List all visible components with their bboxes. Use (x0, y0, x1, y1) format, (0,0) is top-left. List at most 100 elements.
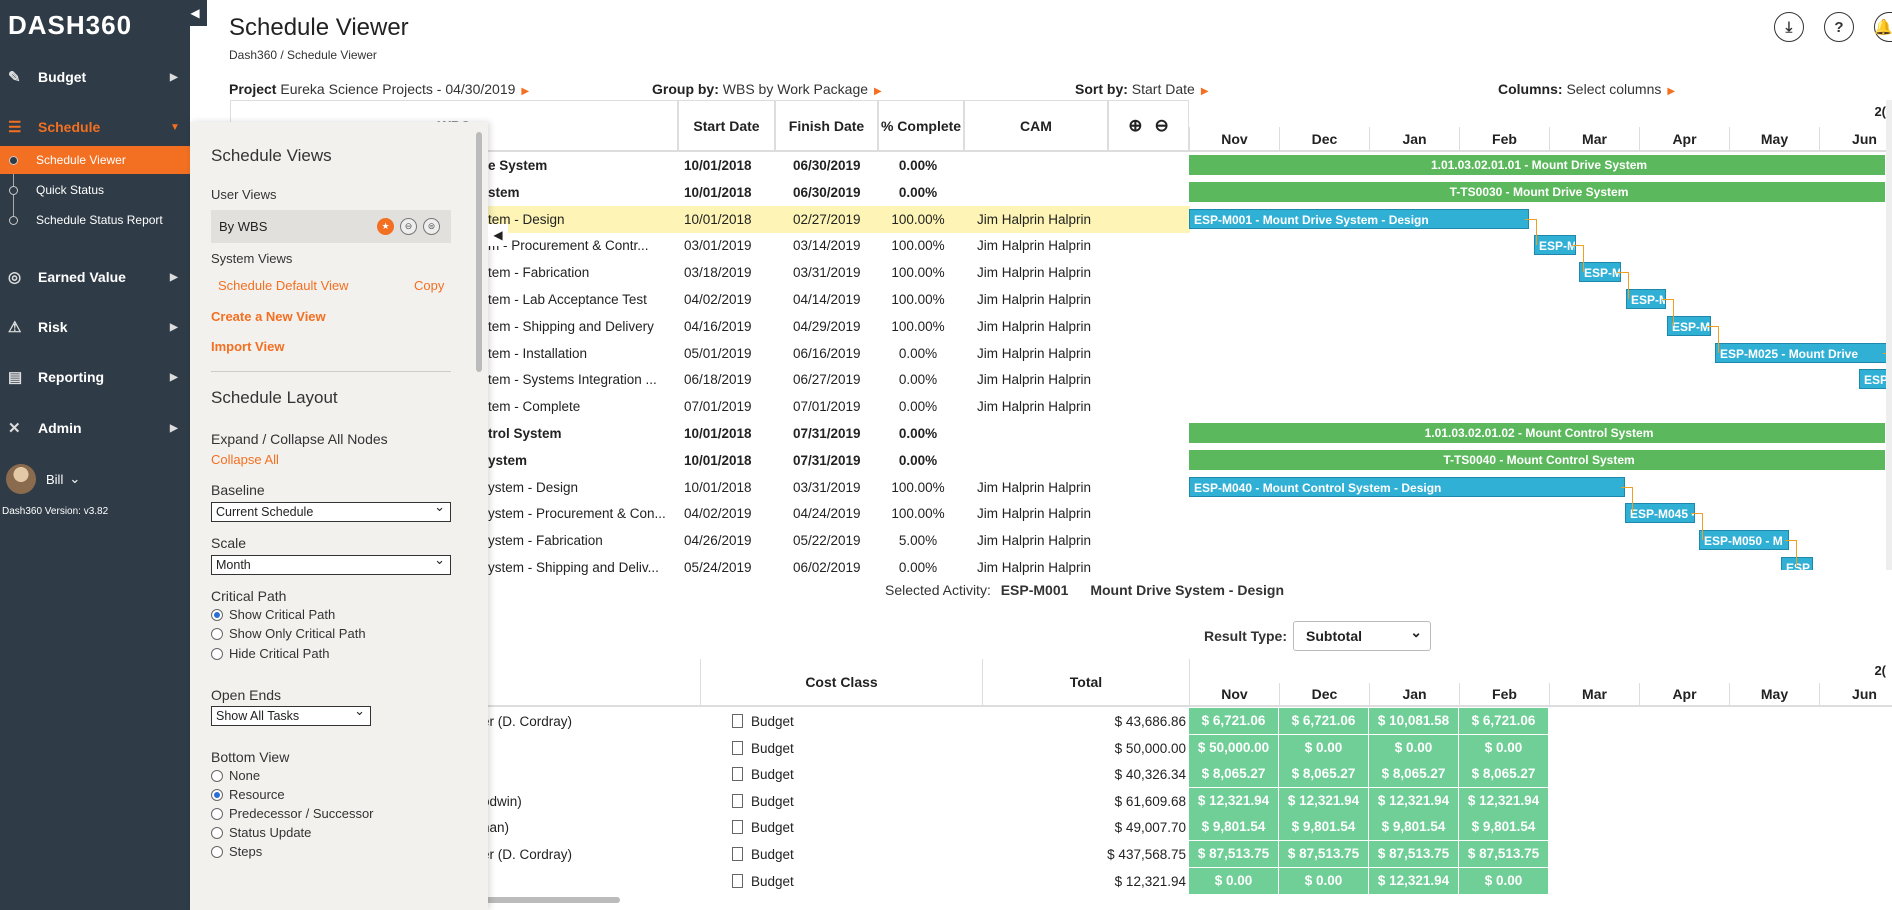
radio-steps[interactable]: Steps (211, 844, 262, 859)
create-new-view-link[interactable]: Create a New View (211, 309, 326, 324)
table-row[interactable]: e System 10/01/2018 06/30/2019 0.00% (230, 152, 1190, 179)
nav-item-admin[interactable]: ✕ Admin ▶ (0, 413, 190, 443)
dash360-logo[interactable]: DASH360 (8, 10, 133, 40)
col-header-start-date[interactable]: Start Date (678, 100, 775, 152)
table-row[interactable]: ystem - Design 10/01/2018 03/31/2019 100.00… (230, 474, 1190, 501)
table-row[interactable]: tem - Systems Integration ... 06/18/2019 0… (230, 366, 1190, 393)
nav-item-reporting[interactable]: ▤ Reporting ▶ (0, 362, 190, 392)
panel-title-schedule-views: Schedule Views (211, 146, 332, 165)
col-header-cam[interactable]: CAM (964, 100, 1108, 152)
nav-collapse-button[interactable]: ◀ (183, 0, 207, 26)
save-icon[interactable]: ⊜ (423, 218, 440, 235)
table-row[interactable]: Budget $ 12,321.94 $ 0.00 $ 0.00 $ 12,321.94… (230, 867, 1892, 895)
project-selector[interactable]: Project Eureka Science Projects - 04/30/… (229, 81, 529, 97)
scale-select[interactable]: Month (211, 551, 451, 575)
delete-icon[interactable]: ⊖ (400, 218, 417, 235)
panel-collapse-button[interactable]: ◀ (488, 224, 508, 246)
sub-item-quick-status[interactable]: Quick Status (0, 176, 190, 204)
col-header-cost-class[interactable]: Cost Class (700, 659, 982, 707)
result-type-select[interactable]: Subtotal (1293, 618, 1431, 651)
radio-hide-critical-path[interactable]: Hide Critical Path (211, 646, 329, 661)
avatar (6, 464, 36, 494)
table-row[interactable]: Budget $ 50,000.00 $ 50,000.00 $ 0.00 $ 0.00… (230, 734, 1892, 762)
table-row[interactable]: ystem - Shipping and Deliv... 05/24/2019 0… (230, 554, 1190, 581)
summary-bar[interactable]: 1.01.03.02.01.01 - Mount Drive System (1189, 155, 1885, 175)
help-icon[interactable]: ? (1824, 12, 1854, 42)
table-row[interactable]: )Budget$ 40,326.34$ 8,065.27$ 8,065.27$ … (230, 761, 1892, 788)
task-bar[interactable]: ESP-M040 - Mount Control System - Design (1189, 476, 1625, 497)
radio-label: Show Critical Path (229, 607, 336, 622)
panel-scrollbar[interactable] (474, 122, 484, 882)
star-icon[interactable]: ★ (377, 218, 394, 235)
summary-bar[interactable]: T-TS0030 - Mount Drive System (1189, 181, 1885, 202)
sub-item-schedule-viewer[interactable]: Schedule Viewer (0, 146, 190, 174)
table-row[interactable]: tem - Lab Acceptance Test 04/02/2019 04/14… (230, 286, 1190, 313)
schedule-default-view-link[interactable]: Schedule Default View (218, 278, 349, 293)
task-bar[interactable]: ESP-M (1534, 235, 1576, 256)
breadcrumb[interactable]: Dash360 / Schedule Viewer (229, 48, 377, 62)
start-date-cell: 03/01/2019 (684, 238, 752, 254)
collapse-all-link[interactable]: Collapse All (211, 452, 279, 467)
radio-status-update[interactable]: Status Update (211, 825, 311, 840)
col-header-label: Cost Class (805, 674, 878, 690)
table-row[interactable]: tem - Installation 05/01/2019 06/16/2019 0.… (230, 340, 1190, 367)
sort-by-selector[interactable]: Sort by: Start Date ▶ (1075, 81, 1209, 97)
task-bar[interactable]: ESP- (1859, 369, 1892, 390)
baseline-select[interactable]: Current Schedule (211, 498, 451, 522)
summary-bar[interactable]: 1.01.03.02.01.02 - Mount Control System (1189, 423, 1885, 443)
task-bar[interactable]: ESP-M001 - Mount Drive System - Design (1189, 208, 1529, 229)
radio-predecessor-successor[interactable]: Predecessor / Successor (211, 806, 374, 821)
radio-none[interactable]: None (211, 768, 260, 783)
gantt-scrollbar[interactable] (1886, 100, 1892, 570)
col-header-percent-complete[interactable]: % Complete (878, 100, 964, 152)
table-row[interactable]: stem 10/01/2018 06/30/2019 0.00% (230, 179, 1190, 206)
task-bar[interactable]: ESP-M (1667, 315, 1711, 336)
nav-item-schedule[interactable]: ☰ Schedule ▼ (0, 112, 190, 142)
col-header-total[interactable]: Total (982, 659, 1189, 707)
bell-icon[interactable]: 🔔 (1874, 12, 1892, 42)
sub-item-schedule-status-report[interactable]: Schedule Status Report (0, 206, 190, 234)
import-view-link[interactable]: Import View (211, 339, 285, 354)
task-bar[interactable]: ESP-M045 - (1625, 503, 1695, 524)
task-bar[interactable]: ESP (1781, 557, 1813, 570)
table-row[interactable]: m - Procurement & Contr... 03/01/2019 03/1… (230, 232, 1190, 259)
summary-bar[interactable]: T-TS0040 - Mount Control System (1189, 449, 1885, 470)
table-row[interactable]: tem - Complete 07/01/2019 07/01/2019 0.00% J… (230, 393, 1190, 420)
radio-resource[interactable]: Resource (211, 787, 285, 802)
zoom-in-icon[interactable]: ⊕ (1128, 115, 1143, 135)
finish-date-cell: 06/30/2019 (793, 184, 861, 200)
percent-complete-cell: 100.00% (891, 506, 945, 522)
table-row[interactable]: trol System 10/01/2018 07/31/2019 0.00% (230, 420, 1190, 447)
task-bar[interactable]: ESP-M (1626, 289, 1666, 309)
result-type-label: Result Type: (1204, 628, 1287, 644)
columns-selector[interactable]: Columns: Select columns ▶ (1498, 81, 1675, 97)
table-row[interactable]: odwin) Budget $ 61,609.68 $ 12,321.94 $ 12,3… (230, 787, 1892, 815)
nav-item-budget[interactable]: ✎ Budget ▶ (0, 62, 190, 92)
task-bar[interactable]: ESP-M (1579, 262, 1621, 283)
user-view-item[interactable]: By WBS ★ ⊖ ⊜ (211, 210, 451, 243)
task-bar[interactable]: ESP-M050 - M (1699, 530, 1789, 551)
wbs-cell: ystem (488, 452, 528, 468)
table-row[interactable]: ystem - Fabrication 04/26/2019 05/22/2019 5… (230, 527, 1190, 554)
radio-show-only-critical-path[interactable]: Show Only Critical Path (211, 626, 366, 641)
table-row[interactable]: ystem - Procurement & Con... 04/02/2019 04… (230, 500, 1190, 527)
nav-item-risk[interactable]: ⚠ Risk ▶ (0, 312, 190, 342)
table-row[interactable]: ystem 10/01/2018 07/31/2019 0.00% (230, 447, 1190, 474)
table-row[interactable]: er (D. Cordray) Budget $ 437,568.75 $ 87,51… (230, 841, 1892, 868)
col-header-finish-date[interactable]: Finish Date (775, 100, 878, 152)
table-row[interactable]: nan) Budget $ 49,007.70 $ 9,801.54 $ 9,801.5… (230, 814, 1892, 841)
table-row[interactable]: tem - Fabrication 03/18/2019 03/31/2019 100… (230, 259, 1190, 286)
zoom-out-icon[interactable]: ⊖ (1154, 115, 1169, 135)
open-ends-select[interactable]: Show All Tasks (211, 702, 371, 726)
scroll-thumb[interactable] (476, 132, 482, 372)
copy-link[interactable]: Copy (414, 278, 445, 293)
task-bar[interactable]: ESP-M025 - Mount Drive (1715, 342, 1887, 363)
wbs-cell: ystem - Fabrication (488, 533, 603, 549)
nav-item-earned-value[interactable]: ◎ Earned Value ▶ (0, 262, 190, 292)
table-row[interactable]: er (D. Cordray) Budget $ 43,686.86 $ 6,721.… (230, 708, 1892, 735)
download-icon[interactable]: ⤓ (1774, 12, 1804, 42)
user-menu[interactable]: Bill ⌄ (6, 464, 80, 494)
radio-show-critical-path[interactable]: Show Critical Path (211, 607, 335, 622)
group-by-selector[interactable]: Group by: WBS by Work Package ▶ (652, 81, 882, 97)
table-row[interactable]: tem - Shipping and Delivery 04/16/2019 04/… (230, 313, 1190, 340)
